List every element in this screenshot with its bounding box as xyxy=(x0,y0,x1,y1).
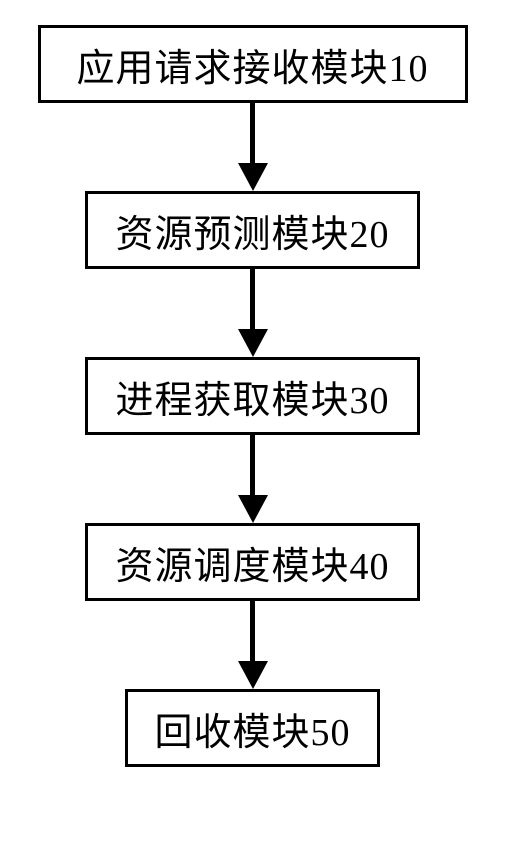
flowchart-node: 应用请求接收模块10 xyxy=(38,25,468,103)
arrow-line xyxy=(250,435,255,495)
flowchart-node: 资源调度模块40 xyxy=(85,523,420,601)
flowchart-node-label: 进程获取模块30 xyxy=(115,369,389,424)
flowchart-node: 回收模块50 xyxy=(125,689,380,767)
arrow-line xyxy=(250,269,255,329)
flowchart-arrow xyxy=(238,103,268,191)
flowchart-arrow xyxy=(238,435,268,523)
arrow-head-icon xyxy=(238,495,268,523)
flowchart-node-label: 资源调度模块40 xyxy=(115,535,389,590)
arrow-head-icon xyxy=(238,329,268,357)
flowchart-container: 应用请求接收模块10 资源预测模块20 进程获取模块30 资源调度模块40 回收模块50 xyxy=(38,25,468,767)
flowchart-arrow xyxy=(238,601,268,689)
flowchart-arrow xyxy=(238,269,268,357)
flowchart-node: 进程获取模块30 xyxy=(85,357,420,435)
flowchart-node-label: 回收模块50 xyxy=(154,701,350,756)
arrow-head-icon xyxy=(238,163,268,191)
arrow-head-icon xyxy=(238,661,268,689)
flowchart-node: 资源预测模块20 xyxy=(85,191,420,269)
arrow-line xyxy=(250,103,255,163)
flowchart-node-label: 资源预测模块20 xyxy=(115,203,389,258)
arrow-line xyxy=(250,601,255,661)
flowchart-node-label: 应用请求接收模块10 xyxy=(76,37,428,92)
